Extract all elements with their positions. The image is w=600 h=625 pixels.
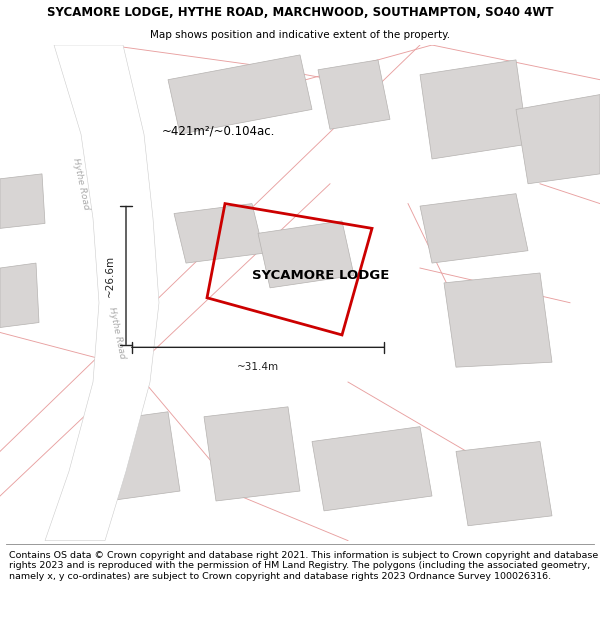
Text: Contains OS data © Crown copyright and database right 2021. This information is : Contains OS data © Crown copyright and d… xyxy=(9,551,598,581)
Polygon shape xyxy=(312,427,432,511)
Polygon shape xyxy=(0,263,39,328)
Polygon shape xyxy=(444,273,552,367)
Text: SYCAMORE LODGE, HYTHE ROAD, MARCHWOOD, SOUTHAMPTON, SO40 4WT: SYCAMORE LODGE, HYTHE ROAD, MARCHWOOD, S… xyxy=(47,6,553,19)
Polygon shape xyxy=(258,221,354,288)
Text: ~31.4m: ~31.4m xyxy=(237,362,279,372)
Polygon shape xyxy=(168,55,312,134)
Polygon shape xyxy=(456,441,552,526)
Polygon shape xyxy=(0,174,45,228)
Polygon shape xyxy=(420,60,528,159)
Polygon shape xyxy=(45,45,159,541)
Polygon shape xyxy=(420,194,528,263)
Text: Hythe Road: Hythe Road xyxy=(107,306,127,359)
Text: Map shows position and indicative extent of the property.: Map shows position and indicative extent… xyxy=(150,30,450,40)
Text: ~421m²/~0.104ac.: ~421m²/~0.104ac. xyxy=(162,124,275,138)
Text: ~26.6m: ~26.6m xyxy=(105,254,115,296)
Polygon shape xyxy=(174,204,264,263)
Text: SYCAMORE LODGE: SYCAMORE LODGE xyxy=(253,269,389,282)
Polygon shape xyxy=(318,60,390,129)
Polygon shape xyxy=(96,412,180,501)
Text: Hythe Road: Hythe Road xyxy=(71,157,91,211)
Polygon shape xyxy=(516,94,600,184)
Polygon shape xyxy=(204,407,300,501)
